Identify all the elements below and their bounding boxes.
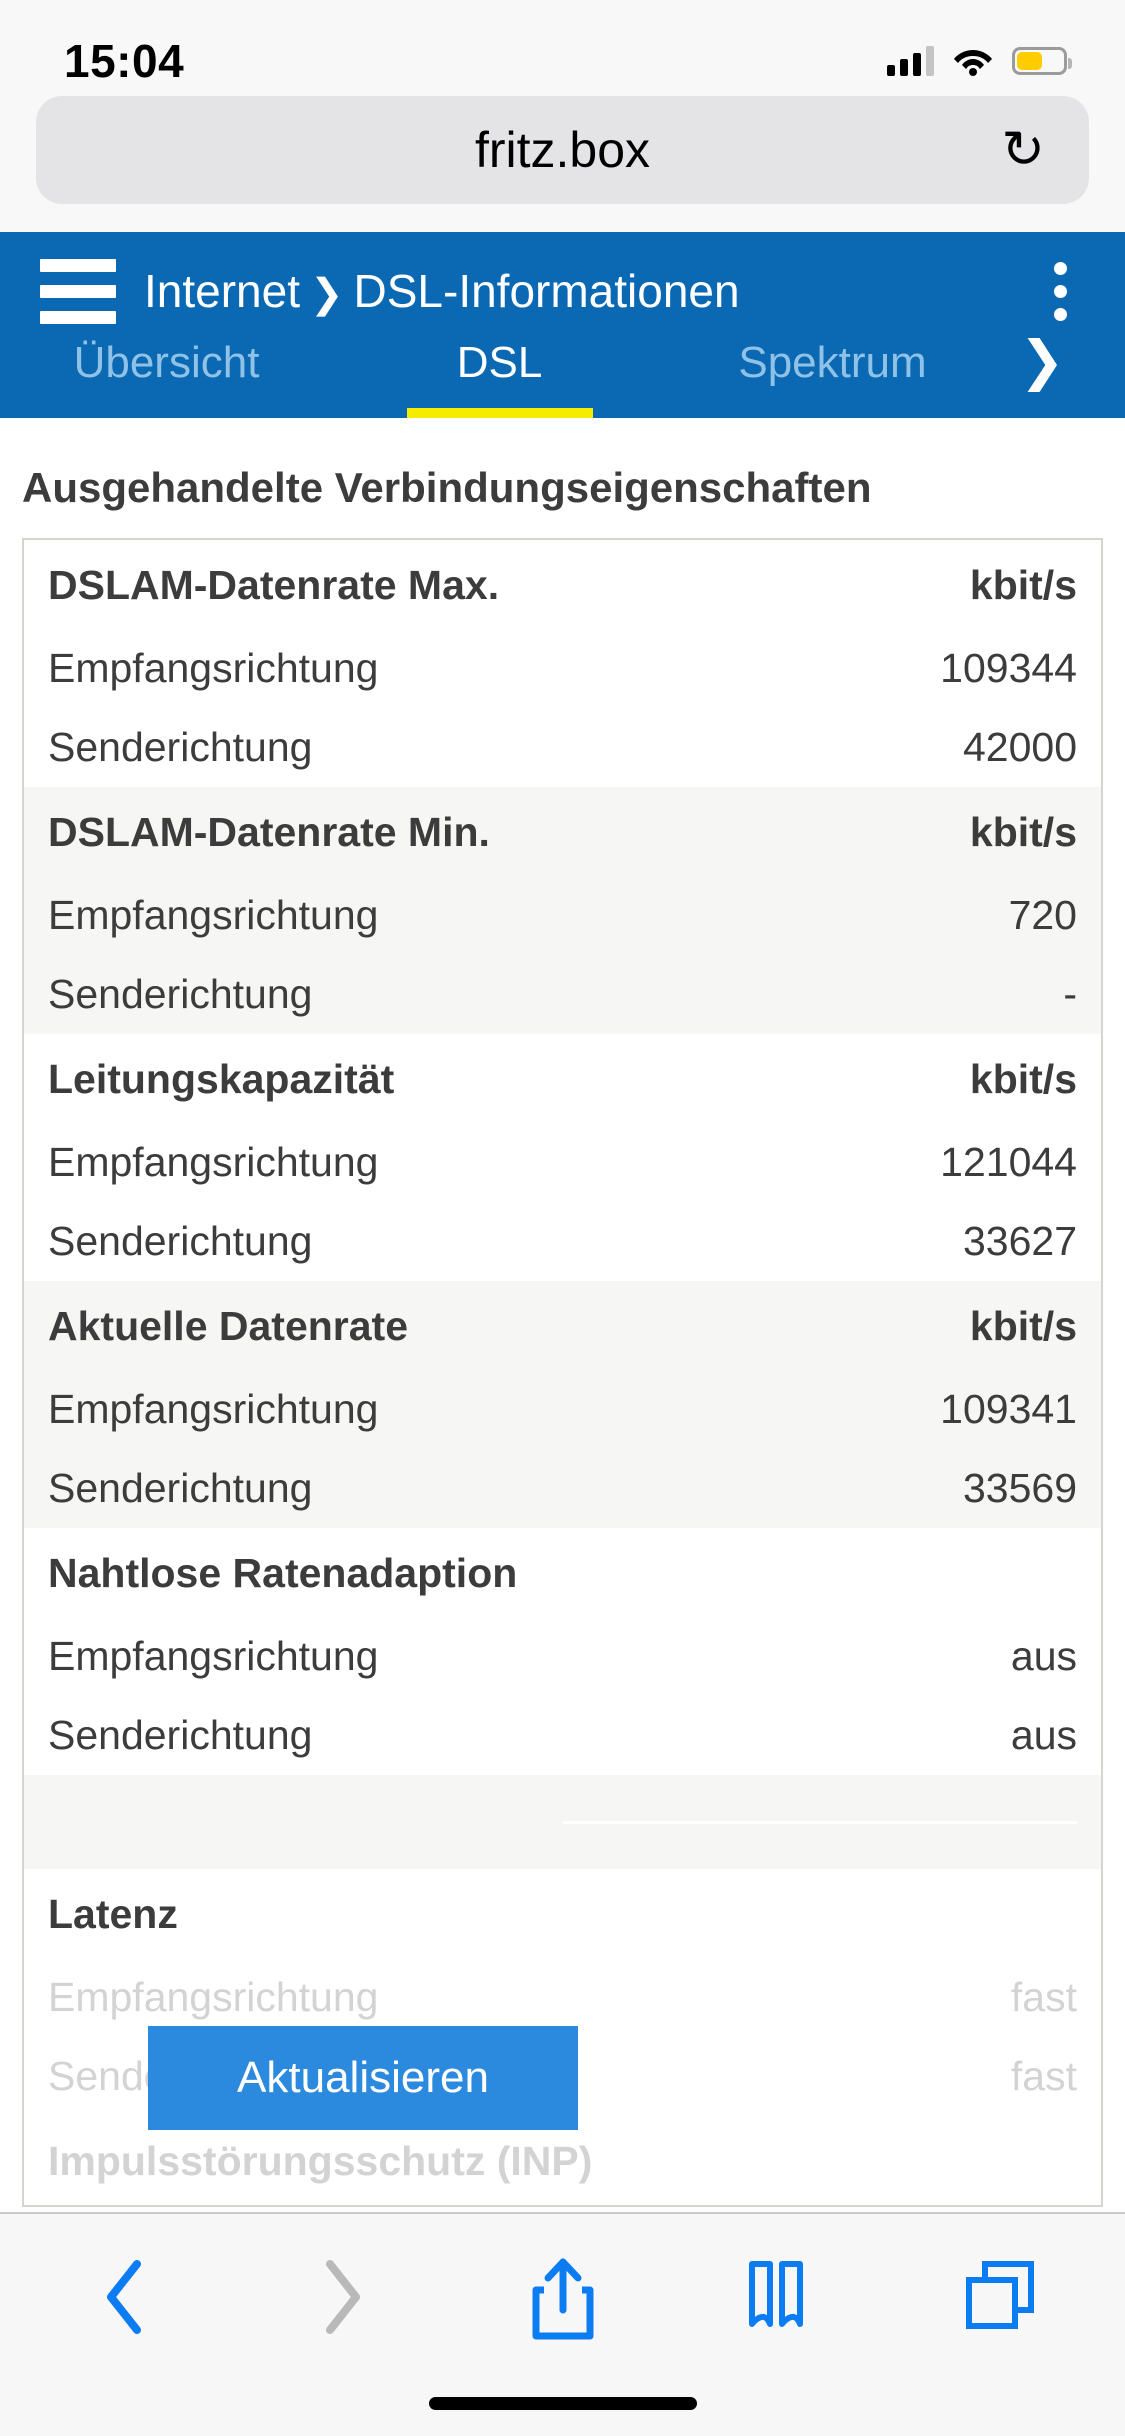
table-row: Empfangsrichtung aus [24,1617,1101,1696]
table-group-aktuelle-datenrate: Aktuelle Datenrate kbit/s Empfangsrichtu… [24,1281,1101,1528]
row-value: 720 [1008,892,1077,938]
table-group-latenz-rows: Empfangsrichtung fast Senderichtung fast… [24,1958,1101,2205]
row-value: fast [1010,2053,1077,2099]
tab-spektrum[interactable]: Spektrum [738,338,927,387]
table-group-dslam-max: DSLAM-Datenrate Max. kbit/s Empfangsrich… [24,540,1101,787]
table-group-header: Aktuelle Datenrate kbit/s [24,1281,1101,1370]
row-label: Senderichtung [48,724,313,770]
row-value: 109341 [940,1386,1077,1432]
negotiated-connection-table: DSLAM-Datenrate Max. kbit/s Empfangsrich… [22,538,1103,2207]
row-label: Empfangsrichtung [48,645,379,691]
row-value: - [1063,971,1077,1017]
table-group-header: Nahtlose Ratenadaption [24,1528,1101,1617]
table-group-header: Leitungskapazität kbit/s [24,1034,1101,1123]
hamburger-menu-icon[interactable] [40,258,116,324]
group-title: Leitungskapazität [48,1056,395,1102]
table-row: Senderichtung 33627 [24,1202,1101,1281]
dsl-info-content: Ausgehandelte Verbindungseigenschaften D… [0,418,1125,2207]
row-label: Empfangsrichtung [48,1633,379,1679]
kebab-menu-icon[interactable] [1039,261,1081,321]
group-unit: kbit/s [969,809,1077,855]
row-label: Senderichtung [48,1218,313,1264]
table-group-latenz: Latenz [24,1869,1101,1958]
table-group-nahtlose-ratenadaption: Nahtlose Ratenadaption Empfangsrichtung … [24,1528,1101,1775]
share-icon[interactable] [503,2258,623,2340]
row-label: Senderichtung [48,1465,313,1511]
row-value: fast [1010,1974,1077,2020]
row-value: 42000 [962,724,1077,770]
table-row: Senderichtung 42000 [24,708,1101,787]
row-label: Empfangsrichtung [48,1139,379,1185]
url-text[interactable]: fritz.box [474,122,651,178]
back-chevron-icon[interactable] [64,2258,184,2336]
safari-url-bar-container: fritz.box ↻ [0,96,1125,232]
table-row: Empfangsrichtung 109341 [24,1370,1101,1449]
status-bar-indicators [887,46,1072,76]
status-bar-clock: 15:04 [64,35,185,87]
row-label: Empfangsrichtung [48,1974,379,2020]
group-title: Aktuelle Datenrate [48,1303,409,1349]
table-group-dslam-min: DSLAM-Datenrate Min. kbit/s Empfangsrich… [24,787,1101,1034]
group-unit: kbit/s [969,1303,1077,1349]
bookmarks-icon[interactable] [722,2258,842,2334]
breadcrumb: Internet ❯ DSL-Informationen [144,264,1039,318]
table-row: Empfangsrichtung 720 [24,876,1101,955]
table-row-spacer [24,1775,1101,1869]
table-spacer-block [24,1775,1101,1869]
group-title: DSLAM-Datenrate Min. [48,809,490,855]
reload-icon[interactable]: ↻ [1001,121,1045,179]
table-row: Senderichtung aus [24,1696,1101,1775]
forward-chevron-icon [283,2258,403,2336]
row-value: 109344 [940,645,1077,691]
tab-uebersicht[interactable]: Übersicht [73,338,260,387]
row-value: 121044 [940,1139,1077,1185]
chevron-right-icon: ❯ [310,272,344,316]
spacer-divider [562,1820,1077,1824]
table-group-header: DSLAM-Datenrate Min. kbit/s [24,787,1101,876]
address-bar[interactable]: fritz.box ↻ [36,96,1089,204]
row-label: Empfangsrichtung [48,1386,379,1432]
group-unit: kbit/s [969,1056,1077,1102]
table-row: Empfangsrichtung fast [24,1958,1101,2037]
battery-low-power-icon [1012,47,1072,75]
header-tab-bar: Übersicht DSL Spektrum ❯ [0,331,1125,418]
cellular-bars-icon [887,46,934,76]
row-value: aus [1010,1633,1077,1679]
table-group-header: Latenz [24,1869,1101,1958]
group-title: Latenz [48,1891,178,1937]
tab-dsl[interactable]: DSL [333,338,666,418]
tabs-icon[interactable] [941,2258,1061,2334]
table-group-leitungskapazitaet: Leitungskapazität kbit/s Empfangsrichtun… [24,1034,1101,1281]
group-title: Impulsstörungsschutz (INP) [48,2138,593,2184]
wifi-icon [953,46,993,76]
fritzbox-header: Internet ❯ DSL-Informationen Übersicht DSL… [0,232,1125,418]
row-value: 33627 [962,1218,1077,1264]
ios-status-bar: 15:04 [0,0,1125,96]
table-row: Senderichtung - [24,955,1101,1034]
table-row: Empfangsrichtung 121044 [24,1123,1101,1202]
row-label: Empfangsrichtung [48,892,379,938]
table-row: Empfangsrichtung 109344 [24,629,1101,708]
table-group-header: DSLAM-Datenrate Max. kbit/s [24,540,1101,629]
table-group-header: Impulsstörungsschutz (INP) [24,2116,1101,2205]
row-label: Senderichtung [48,1712,313,1758]
group-title: DSLAM-Datenrate Max. [48,562,500,608]
page-title: Ausgehandelte Verbindungseigenschaften [22,464,872,511]
table-row: Senderichtung 33569 [24,1449,1101,1528]
breadcrumb-root[interactable]: Internet [144,265,300,317]
header-top-row: Internet ❯ DSL-Informationen [0,232,1125,350]
refresh-button[interactable]: Aktualisieren [148,2026,578,2130]
tabs-next-chevron-icon[interactable]: ❯ [1019,331,1065,391]
row-value: 33569 [962,1465,1077,1511]
home-indicator [428,2397,697,2410]
group-title: Nahtlose Ratenadaption [48,1550,518,1596]
group-unit: kbit/s [969,562,1077,608]
row-label: Senderichtung [48,971,313,1017]
row-value: aus [1010,1712,1077,1758]
breadcrumb-current: DSL-Informationen [353,265,740,317]
